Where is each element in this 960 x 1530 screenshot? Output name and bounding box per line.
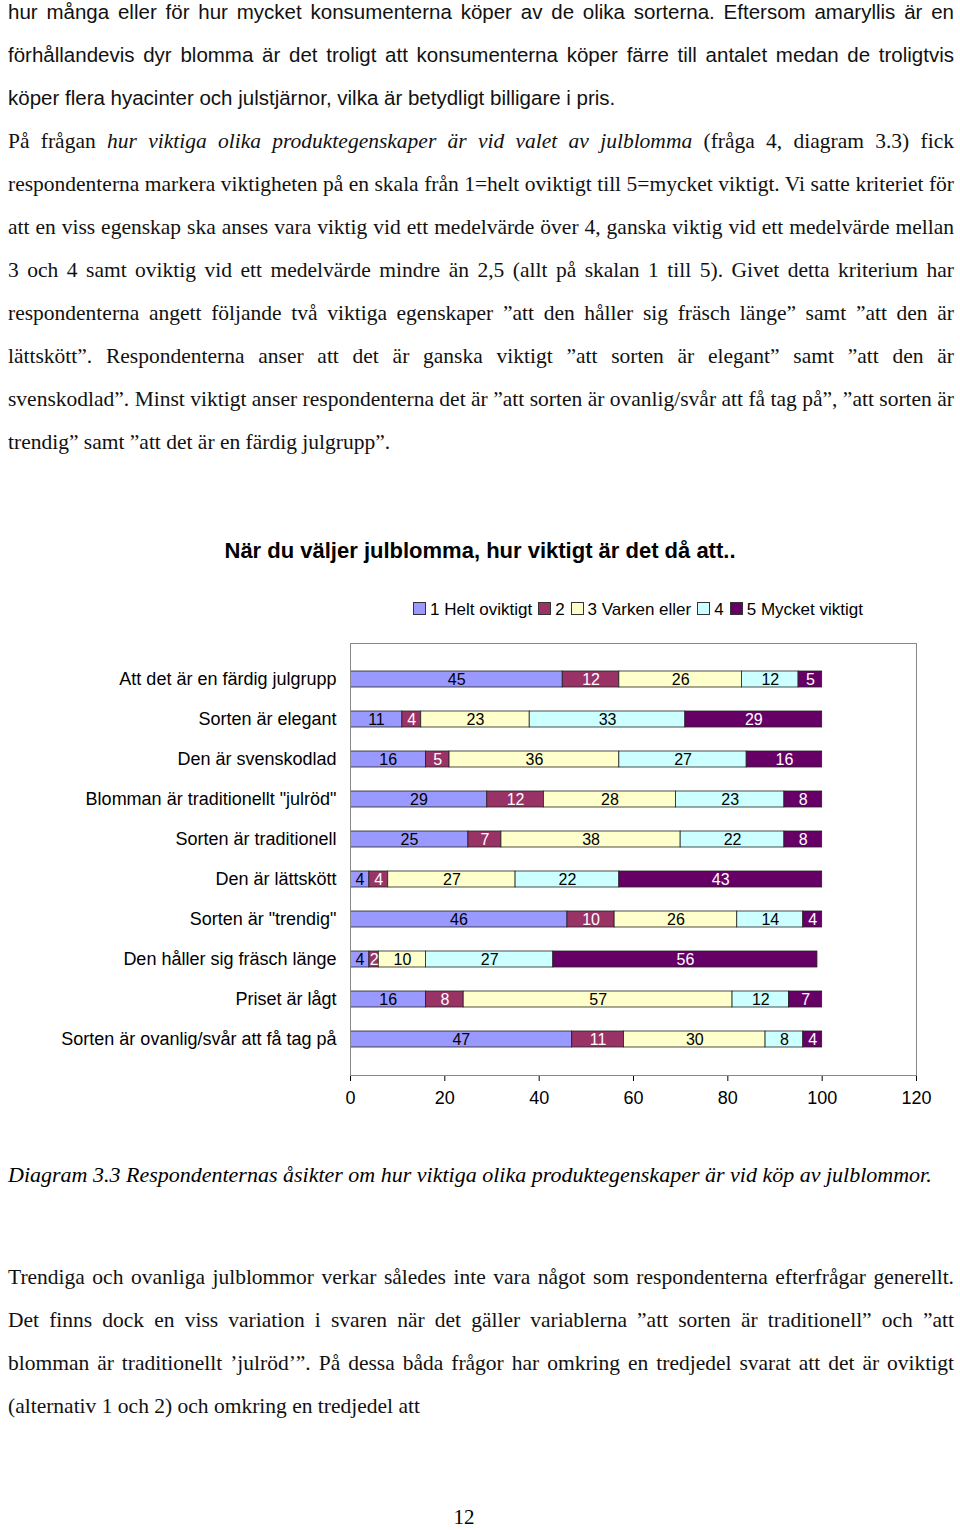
html-text:12: 12 — [453, 1505, 475, 1529]
svg-text:29: 29 — [745, 711, 763, 728]
html-text:hur många eller för hur mycket: hur många eller för hur mycket konsument… — [8, 0, 954, 109]
svg-text:12: 12 — [761, 671, 779, 688]
svg-text:14: 14 — [761, 911, 779, 928]
svg-text:8: 8 — [799, 831, 808, 848]
html-text:1 Helt oviktigt: 1 Helt oviktigt — [430, 600, 533, 619]
svg-text:27: 27 — [674, 751, 692, 768]
svg-text:12: 12 — [752, 991, 770, 1008]
svg-text:10: 10 — [393, 951, 411, 968]
svg-text:45: 45 — [448, 671, 466, 688]
svg-text:16: 16 — [379, 751, 397, 768]
svg-text:30: 30 — [686, 1031, 704, 1048]
svg-text:38: 38 — [582, 831, 600, 848]
html-text:4: 4 — [714, 600, 724, 619]
svg-text:25: 25 — [401, 831, 419, 848]
html-text:Diagram 3.3 Respondenternas ås: Diagram 3.3 Respondenternas åsikter om h… — [8, 1162, 932, 1187]
html-text:På frågan hur viktiga olika pr: På frågan hur viktiga olika produktegens… — [8, 129, 954, 454]
svg-text:Den är lättskött: Den är lättskött — [215, 869, 336, 889]
svg-text:4: 4 — [407, 711, 416, 728]
html-text:3 Varken eller: 3 Varken eller — [587, 600, 692, 619]
svg-text:12: 12 — [507, 791, 525, 808]
svg-text:11: 11 — [590, 1031, 607, 1048]
html-text:Trendiga och ovanliga julblomm: Trendiga och ovanliga julblommor verkar … — [8, 1265, 954, 1418]
svg-text:2: 2 — [370, 951, 379, 968]
svg-text:4: 4 — [355, 871, 364, 888]
svg-text:20: 20 — [435, 1088, 455, 1108]
svg-text:28: 28 — [601, 791, 619, 808]
svg-text:27: 27 — [443, 871, 461, 888]
svg-text:16: 16 — [776, 751, 794, 768]
svg-text:Sorten är elegant: Sorten är elegant — [198, 709, 336, 729]
svg-text:47: 47 — [452, 1031, 470, 1048]
svg-text:57: 57 — [589, 991, 607, 1008]
svg-text:23: 23 — [721, 791, 739, 808]
svg-text:100: 100 — [807, 1088, 837, 1108]
svg-text:16: 16 — [379, 991, 397, 1008]
svg-text:Den är svenskodlad: Den är svenskodlad — [177, 749, 336, 769]
svg-text:60: 60 — [623, 1088, 643, 1108]
svg-text:4: 4 — [808, 1031, 817, 1048]
svg-text:27: 27 — [481, 951, 499, 968]
svg-text:36: 36 — [526, 751, 544, 768]
svg-text:Priset är lågt: Priset är lågt — [235, 989, 336, 1009]
svg-text:40: 40 — [529, 1088, 549, 1108]
svg-text:Den håller sig fräsch länge: Den håller sig fräsch länge — [123, 949, 336, 969]
svg-text:43: 43 — [712, 871, 730, 888]
svg-text:Sorten är "trendig": Sorten är "trendig" — [190, 909, 337, 929]
svg-text:8: 8 — [799, 791, 808, 808]
svg-text:5: 5 — [806, 671, 815, 688]
svg-text:80: 80 — [718, 1088, 738, 1108]
svg-text:23: 23 — [467, 711, 485, 728]
html-text:När du väljer julblomma, hur v: När du väljer julblomma, hur viktigt är … — [224, 538, 736, 563]
svg-text:12: 12 — [582, 671, 600, 688]
svg-text:8: 8 — [780, 1031, 789, 1048]
svg-text:Blomman är traditionellt "julr: Blomman är traditionellt "julröd" — [86, 789, 337, 809]
svg-text:56: 56 — [676, 951, 694, 968]
svg-text:26: 26 — [672, 671, 690, 688]
svg-text:11: 11 — [368, 711, 385, 728]
html-text:5 Mycket viktigt: 5 Mycket viktigt — [746, 600, 863, 619]
svg-text:Sorten är traditionell: Sorten är traditionell — [175, 829, 336, 849]
svg-text:33: 33 — [599, 711, 617, 728]
svg-text:7: 7 — [480, 831, 489, 848]
svg-text:7: 7 — [801, 991, 810, 1008]
svg-text:4: 4 — [374, 871, 383, 888]
svg-text:120: 120 — [901, 1088, 931, 1108]
svg-text:22: 22 — [559, 871, 577, 888]
svg-text:Att det är en färdig julgrupp: Att det är en färdig julgrupp — [119, 669, 336, 689]
svg-text:10: 10 — [582, 911, 600, 928]
svg-text:0: 0 — [345, 1088, 355, 1108]
svg-text:8: 8 — [440, 991, 449, 1008]
svg-text:29: 29 — [410, 791, 428, 808]
svg-text:26: 26 — [667, 911, 685, 928]
svg-text:22: 22 — [724, 831, 742, 848]
html-text:2: 2 — [555, 600, 565, 619]
svg-text:5: 5 — [433, 751, 442, 768]
svg-text:4: 4 — [808, 911, 817, 928]
svg-text:4: 4 — [355, 951, 364, 968]
svg-text:Sorten är ovanlig/svår att få: Sorten är ovanlig/svår att få tag på — [61, 1029, 337, 1049]
svg-text:46: 46 — [450, 911, 468, 928]
